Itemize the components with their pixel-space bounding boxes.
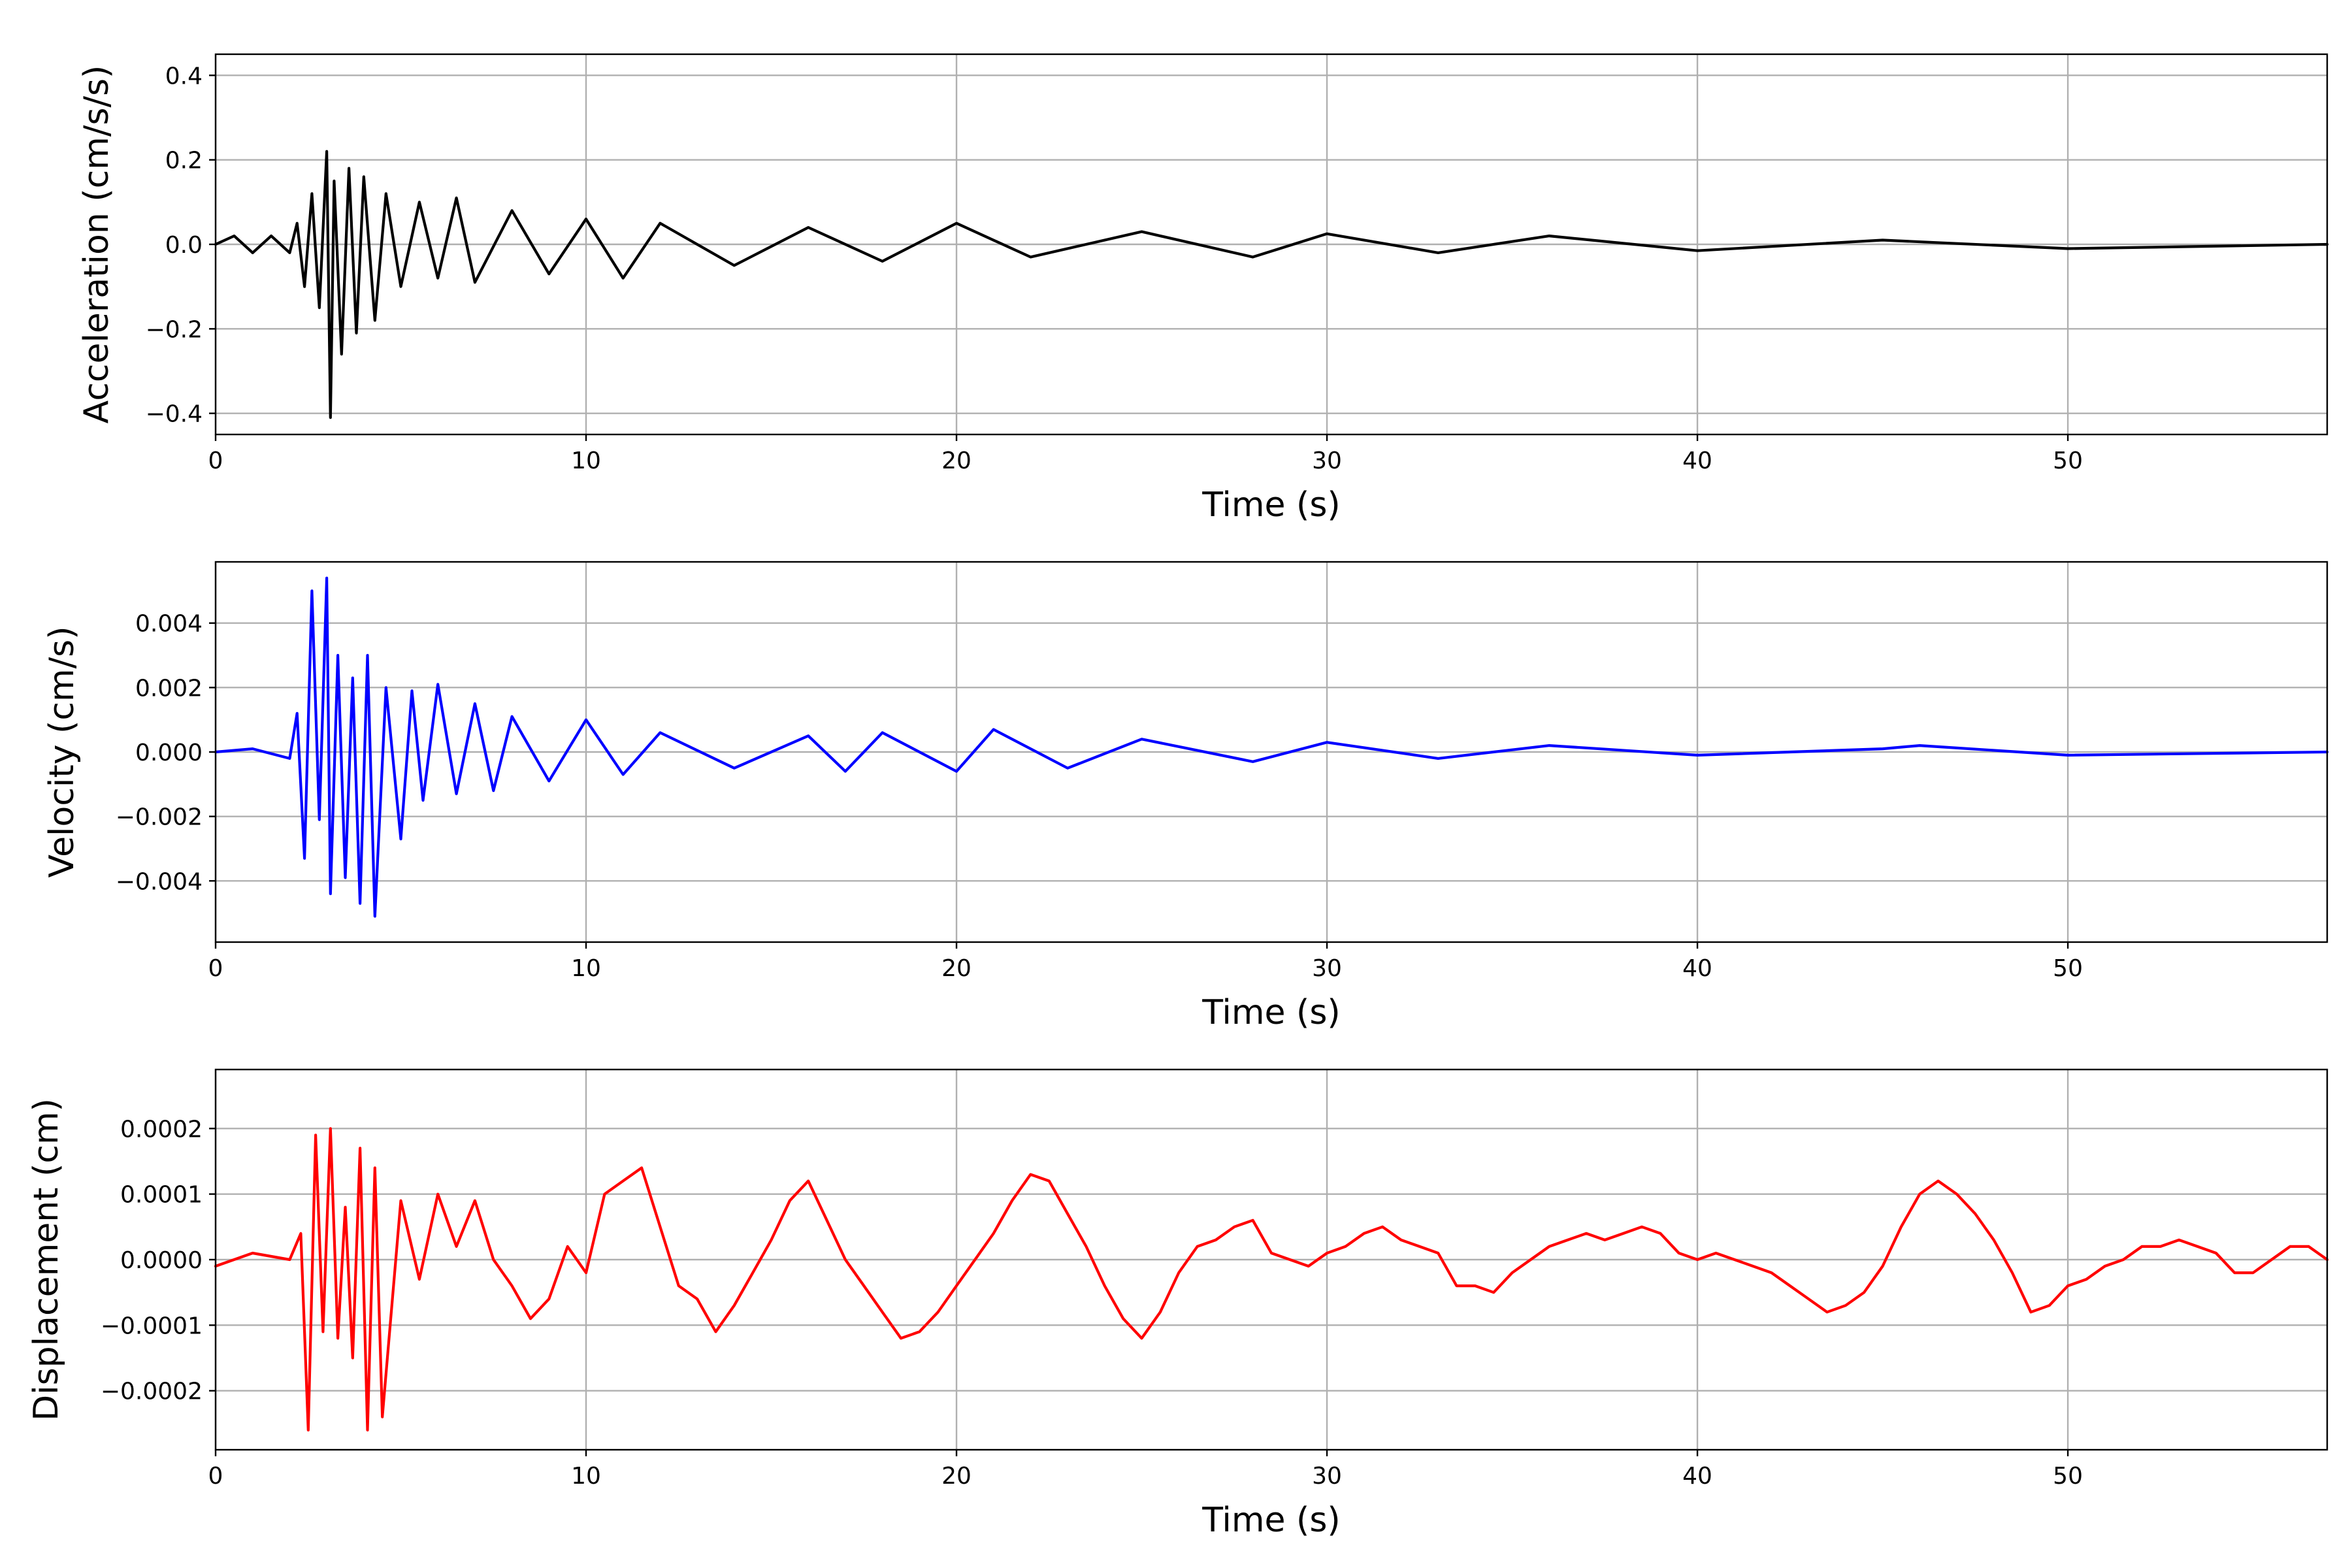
displacement-plot-area — [214, 1127, 2329, 1431]
displacement-x-tick-label: 0 — [208, 1463, 223, 1490]
velocity-panel: 0 10 20 30 40 50 −0.004 −0.002 0.000 0.002 0.004 T… — [42, 561, 2329, 1032]
velocity-x-axis-label: Time (s) — [1201, 993, 1340, 1032]
displacement-x-tick-label: 30 — [1312, 1463, 1342, 1490]
displacement-y-tick-label: 0.0002 — [120, 1116, 203, 1143]
displacement-y-tick-label: −0.0002 — [101, 1379, 203, 1405]
velocity-y-tick-label: −0.004 — [116, 868, 203, 895]
velocity-y-tick-label: 0.002 — [135, 675, 203, 702]
displacement-x-axis-label: Time (s) — [1201, 1501, 1340, 1540]
acceleration-series-line — [214, 150, 2329, 419]
acceleration-x-tick-label: 40 — [1682, 448, 1712, 474]
acceleration-plot-area — [214, 150, 2329, 419]
acceleration-x-tick-label: 30 — [1312, 448, 1342, 474]
velocity-x-tick-label: 20 — [941, 955, 972, 982]
acceleration-y-axis-label: Acceleration (cm/s/s) — [77, 65, 116, 424]
acceleration-x-tick-label: 50 — [2053, 448, 2083, 474]
acceleration-y-tick-label: 0.2 — [165, 148, 203, 174]
displacement-series-line — [214, 1127, 2329, 1431]
velocity-y-tick-label: −0.002 — [116, 804, 203, 831]
acceleration-y-tick-label: −0.2 — [146, 316, 203, 343]
velocity-ticks: 0 10 20 30 40 50 −0.004 −0.002 0.000 0.002 0.004 — [116, 611, 2083, 982]
velocity-x-tick-label: 40 — [1682, 955, 1712, 982]
acceleration-panel: 0 10 20 30 40 50 −0.4 −0.2 0.0 0.2 0.4 Time (s) Ac… — [77, 53, 2329, 525]
displacement-ticks: 0 10 20 30 40 50 −0.0002 −0.0001 0.0000 0.0001 0.0… — [101, 1116, 2083, 1490]
velocity-x-tick-label: 30 — [1312, 955, 1342, 982]
velocity-x-tick-label: 50 — [2053, 955, 2083, 982]
acceleration-x-tick-label: 20 — [941, 448, 972, 474]
acceleration-ticks: 0 10 20 30 40 50 −0.4 −0.2 0.0 0.2 0.4 — [146, 63, 2083, 474]
displacement-y-tick-label: 0.0000 — [120, 1247, 203, 1274]
displacement-y-tick-label: 0.0001 — [120, 1182, 203, 1209]
displacement-x-tick-label: 20 — [941, 1463, 972, 1490]
acceleration-x-axis-label: Time (s) — [1201, 485, 1340, 525]
velocity-series-line — [214, 576, 2329, 918]
displacement-y-axis-label: Displacement (cm) — [27, 1098, 66, 1421]
velocity-x-tick-label: 10 — [571, 955, 601, 982]
displacement-y-tick-label: −0.0001 — [101, 1313, 203, 1339]
velocity-y-axis-label: Velocity (cm/s) — [42, 627, 82, 878]
acceleration-x-tick-label: 0 — [208, 448, 223, 474]
displacement-x-tick-label: 40 — [1682, 1463, 1712, 1490]
velocity-y-tick-label: 0.000 — [135, 740, 203, 766]
acceleration-y-tick-label: 0.4 — [165, 63, 203, 90]
velocity-plot-area — [214, 576, 2329, 918]
acceleration-x-tick-label: 10 — [571, 448, 601, 474]
velocity-x-tick-label: 0 — [208, 955, 223, 982]
acceleration-y-tick-label: 0.0 — [165, 232, 203, 259]
acceleration-y-tick-label: −0.4 — [146, 401, 203, 428]
displacement-x-tick-label: 10 — [571, 1463, 601, 1490]
velocity-y-tick-label: 0.004 — [135, 611, 203, 638]
displacement-panel: 0 10 20 30 40 50 −0.0002 −0.0001 0.0000 0.0001 0.0… — [27, 1068, 2329, 1540]
displacement-x-tick-label: 50 — [2053, 1463, 2083, 1490]
